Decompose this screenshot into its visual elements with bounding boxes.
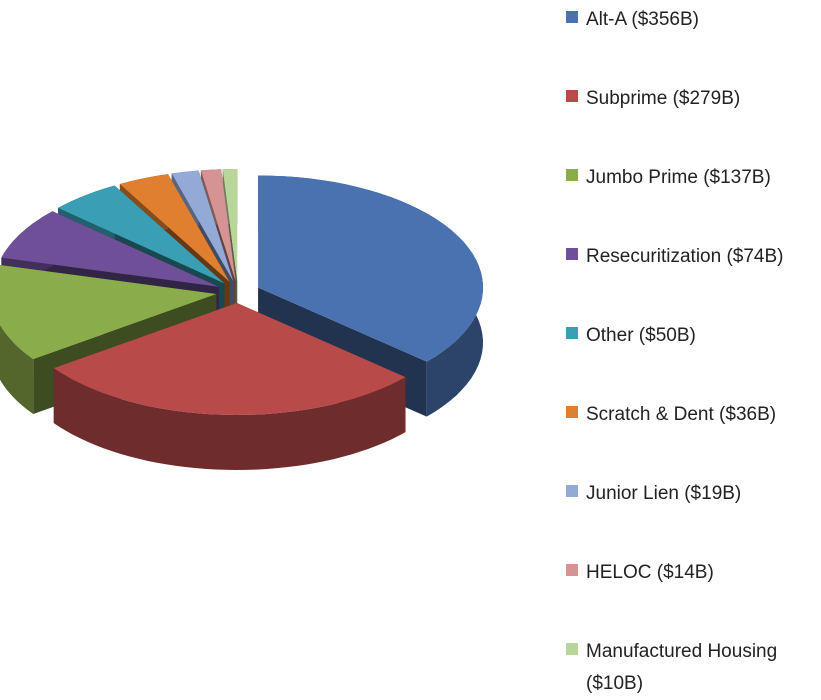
legend-entry: Junior Lien ($19B): [566, 478, 816, 510]
legend-entry: Subprime ($279B): [566, 83, 816, 115]
legend-entry: Jumbo Prime ($137B): [566, 162, 816, 194]
legend-swatch: [566, 643, 578, 655]
legend-label: Manufactured Housing ($10B): [586, 641, 778, 694]
legend-label: Junior Lien ($19B): [586, 483, 742, 504]
slice-wall: [0, 324, 34, 415]
slice: [200, 169, 236, 282]
legend-label: Scratch & Dent ($36B): [586, 404, 777, 425]
pie-area: [0, 169, 483, 470]
slice: [0, 265, 217, 360]
legend-swatch: [566, 11, 578, 23]
legend-entry: Manufactured Housing ($10B): [566, 636, 816, 700]
legend-swatch: [566, 406, 578, 418]
legend-label: Alt-A ($356B): [586, 9, 699, 30]
slice: [222, 169, 238, 282]
legend-swatch: [566, 248, 578, 260]
slice: [53, 302, 406, 415]
legend-entry: Other ($50B): [566, 320, 816, 352]
legend-swatch: [566, 485, 578, 497]
legend-label: Jumbo Prime ($137B): [586, 167, 771, 188]
legend-label: Resecuritization ($74B): [586, 246, 784, 267]
slice: [119, 174, 230, 282]
slice: [1, 211, 219, 287]
slice: [58, 185, 225, 284]
legend-entry: Alt-A ($356B): [566, 4, 816, 36]
slice: [258, 175, 483, 362]
slice: [171, 170, 234, 282]
legend-label: HELOC ($14B): [586, 562, 714, 583]
legend-entry: HELOC ($14B): [566, 557, 816, 589]
legend-label: Subprime ($279B): [586, 88, 741, 109]
legend-label: Other ($50B): [586, 325, 696, 346]
slice-wall: [53, 368, 406, 470]
legend-entry: Scratch & Dent ($36B): [566, 399, 816, 431]
legend-swatch: [566, 327, 578, 339]
legend-swatch: [566, 564, 578, 576]
legend-swatch: [566, 169, 578, 181]
legend-entry: Resecuritization ($74B): [566, 241, 816, 273]
legend-swatch: [566, 90, 578, 102]
